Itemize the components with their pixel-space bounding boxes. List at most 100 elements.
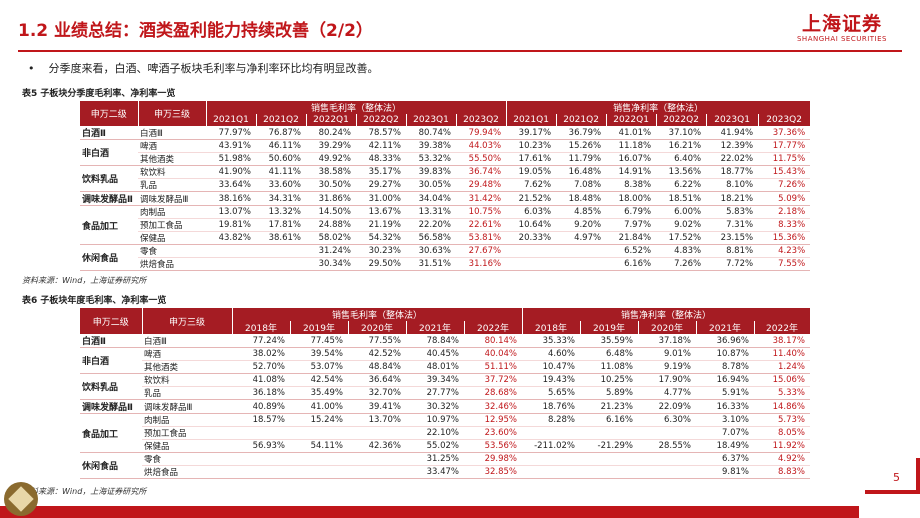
gross-margin-cell: 80.74% — [406, 126, 456, 140]
net-margin-cell: 19.43% — [522, 373, 580, 387]
gross-margin-cell: 22.20% — [406, 218, 456, 232]
gross-margin-cell: 32.85% — [464, 465, 522, 479]
net-margin-cell: 9.81% — [696, 465, 754, 479]
period-header-net: 2019年 — [580, 321, 639, 334]
gross-margin-cell: 29.50% — [356, 257, 406, 271]
gross-margin-cell: 23.60% — [464, 426, 522, 440]
table-row: 其他酒类 51.98% 50.60% 49.92% 48.33% 53.32% 55.50%… — [80, 152, 811, 166]
period-header-net: 2021Q1 — [506, 114, 557, 126]
net-margin-cell: 16.21% — [656, 139, 707, 153]
level2-category: 调味发酵品Ⅱ — [80, 399, 142, 414]
footer-bar-short — [865, 490, 920, 494]
level3-category: 肉制品 — [142, 413, 232, 427]
level2-category: 白酒Ⅱ — [80, 126, 138, 140]
net-margin-cell: 8.28% — [522, 413, 580, 427]
net-margin-cell: 10.87% — [696, 347, 754, 361]
gross-margin-cell: 77.55% — [348, 334, 406, 348]
quarterly-margin-table: 申万二级 申万三级 销售毛利率（整体法） 销售净利率（整体法） 2021Q1 20… — [80, 101, 811, 271]
net-margin-cell: 11.75% — [758, 152, 811, 166]
group-header-net-margin: 销售净利率（整体法） — [522, 308, 811, 321]
gross-margin-cell: 39.54% — [290, 347, 348, 361]
gross-margin-cell: 13.07% — [206, 205, 256, 219]
gross-margin-cell: 22.61% — [456, 218, 507, 232]
net-margin-cell: 6.22% — [656, 178, 707, 192]
period-header-gross: 2019年 — [290, 321, 349, 334]
level2-category: 休闲食品 — [80, 244, 138, 271]
net-margin-cell: 10.64% — [506, 218, 557, 232]
net-margin-cell: 19.05% — [506, 165, 557, 179]
table-row: 预加工食品 22.10% 23.60% 7.07% 8.05% — [80, 426, 810, 440]
period-header-row: 2021Q1 2021Q2 2022Q1 2022Q2 2023Q1 2023Q2 2021… — [80, 114, 811, 126]
group-header-net-margin: 销售净利率（整体法） — [506, 101, 811, 114]
gross-margin-cell: 38.58% — [306, 165, 356, 179]
net-margin-cell: 21.84% — [606, 231, 657, 245]
gross-margin-cell: 38.16% — [206, 191, 256, 206]
period-header-gross: 2020年 — [348, 321, 407, 334]
level3-category: 零食 — [142, 452, 232, 466]
net-margin-cell: 5.83% — [706, 205, 759, 219]
gross-margin-cell: 55.02% — [406, 439, 464, 453]
net-margin-cell: 37.18% — [638, 334, 696, 348]
table-row: 饮料乳品 软饮料 41.90% 41.11% 38.58% 35.17% 39.83% 36.… — [80, 165, 811, 192]
gross-margin-cell: 36.18% — [232, 386, 290, 400]
net-margin-cell: 5.09% — [758, 191, 811, 206]
period-header-net: 2020年 — [638, 321, 697, 334]
gross-margin-cell: 40.45% — [406, 347, 464, 361]
table-row: 食品加工 肉制品 13.07% 13.32% 14.50% 13.67% 13.31% 10.… — [80, 205, 811, 245]
gross-margin-cell: 77.24% — [232, 334, 290, 348]
gross-margin-cell — [348, 452, 406, 466]
level3-category: 白酒Ⅲ — [142, 334, 232, 348]
gross-margin-cell — [290, 452, 348, 466]
col-header-level2: 申万二级 — [80, 101, 139, 126]
level3-category: 软饮料 — [142, 373, 232, 387]
table-row: 预加工食品 19.81% 17.81% 24.88% 21.19% 22.20% 22.61… — [80, 218, 811, 232]
net-margin-cell — [580, 452, 638, 466]
net-margin-cell: 4.77% — [638, 386, 696, 400]
period-header-gross: 2022Q1 — [306, 114, 357, 126]
period-header-gross: 2021Q1 — [206, 114, 257, 126]
period-header-net: 2022Q1 — [606, 114, 657, 126]
gross-margin-cell — [290, 426, 348, 440]
table-row: 乳品 36.18% 35.49% 32.70% 27.77% 28.68% 5.65% 5.8… — [80, 386, 810, 400]
net-margin-cell: 6.03% — [506, 205, 557, 219]
table-row: 非白酒 啤酒 38.02% 39.54% 42.52% 40.45% 40.04% 4.60%… — [80, 347, 810, 374]
net-margin-cell: 7.72% — [706, 257, 759, 271]
gross-margin-cell: 56.93% — [232, 439, 290, 453]
net-margin-cell: 7.62% — [506, 178, 557, 192]
gross-margin-cell: 39.34% — [406, 373, 464, 387]
net-margin-cell: 11.92% — [754, 439, 810, 453]
net-margin-cell — [580, 465, 638, 479]
net-margin-cell: 17.90% — [638, 373, 696, 387]
level3-category: 烘焙食品 — [138, 257, 206, 271]
net-margin-cell: 18.76% — [522, 399, 580, 414]
net-margin-cell — [638, 452, 696, 466]
net-margin-cell: 11.79% — [556, 152, 607, 166]
gross-margin-cell: 48.33% — [356, 152, 406, 166]
period-header-gross: 2022Q2 — [356, 114, 407, 126]
net-margin-cell: 4.83% — [656, 244, 707, 258]
level2-category: 休闲食品 — [80, 452, 142, 479]
level2-category: 食品加工 — [80, 205, 138, 245]
net-margin-cell: 5.91% — [696, 386, 754, 400]
gross-margin-cell: 42.11% — [356, 139, 406, 153]
gross-margin-cell: 53.32% — [406, 152, 456, 166]
net-margin-cell: 23.15% — [706, 231, 759, 245]
net-margin-cell — [580, 426, 638, 440]
net-margin-cell: 15.26% — [556, 139, 607, 153]
net-margin-cell: 22.09% — [638, 399, 696, 414]
group-header-gross-margin: 销售毛利率（整体法） — [206, 101, 507, 114]
net-margin-cell: 5.89% — [580, 386, 638, 400]
net-margin-cell: 16.94% — [696, 373, 754, 387]
gross-margin-cell: 27.67% — [456, 244, 507, 258]
gross-margin-cell: 41.08% — [232, 373, 290, 387]
gross-margin-cell: 54.32% — [356, 231, 406, 245]
level2-category: 饮料乳品 — [80, 373, 142, 400]
net-margin-cell: 18.77% — [706, 165, 759, 179]
net-margin-cell: 15.43% — [758, 165, 811, 179]
gross-margin-cell — [206, 257, 256, 271]
net-margin-cell: 14.86% — [754, 399, 810, 414]
gross-margin-cell: 77.45% — [290, 334, 348, 348]
net-margin-cell: 4.97% — [556, 231, 607, 245]
net-margin-cell: 5.73% — [754, 413, 810, 427]
table-row: 保健品 56.93% 54.11% 42.36% 55.02% 53.56% -211.02… — [80, 439, 810, 453]
